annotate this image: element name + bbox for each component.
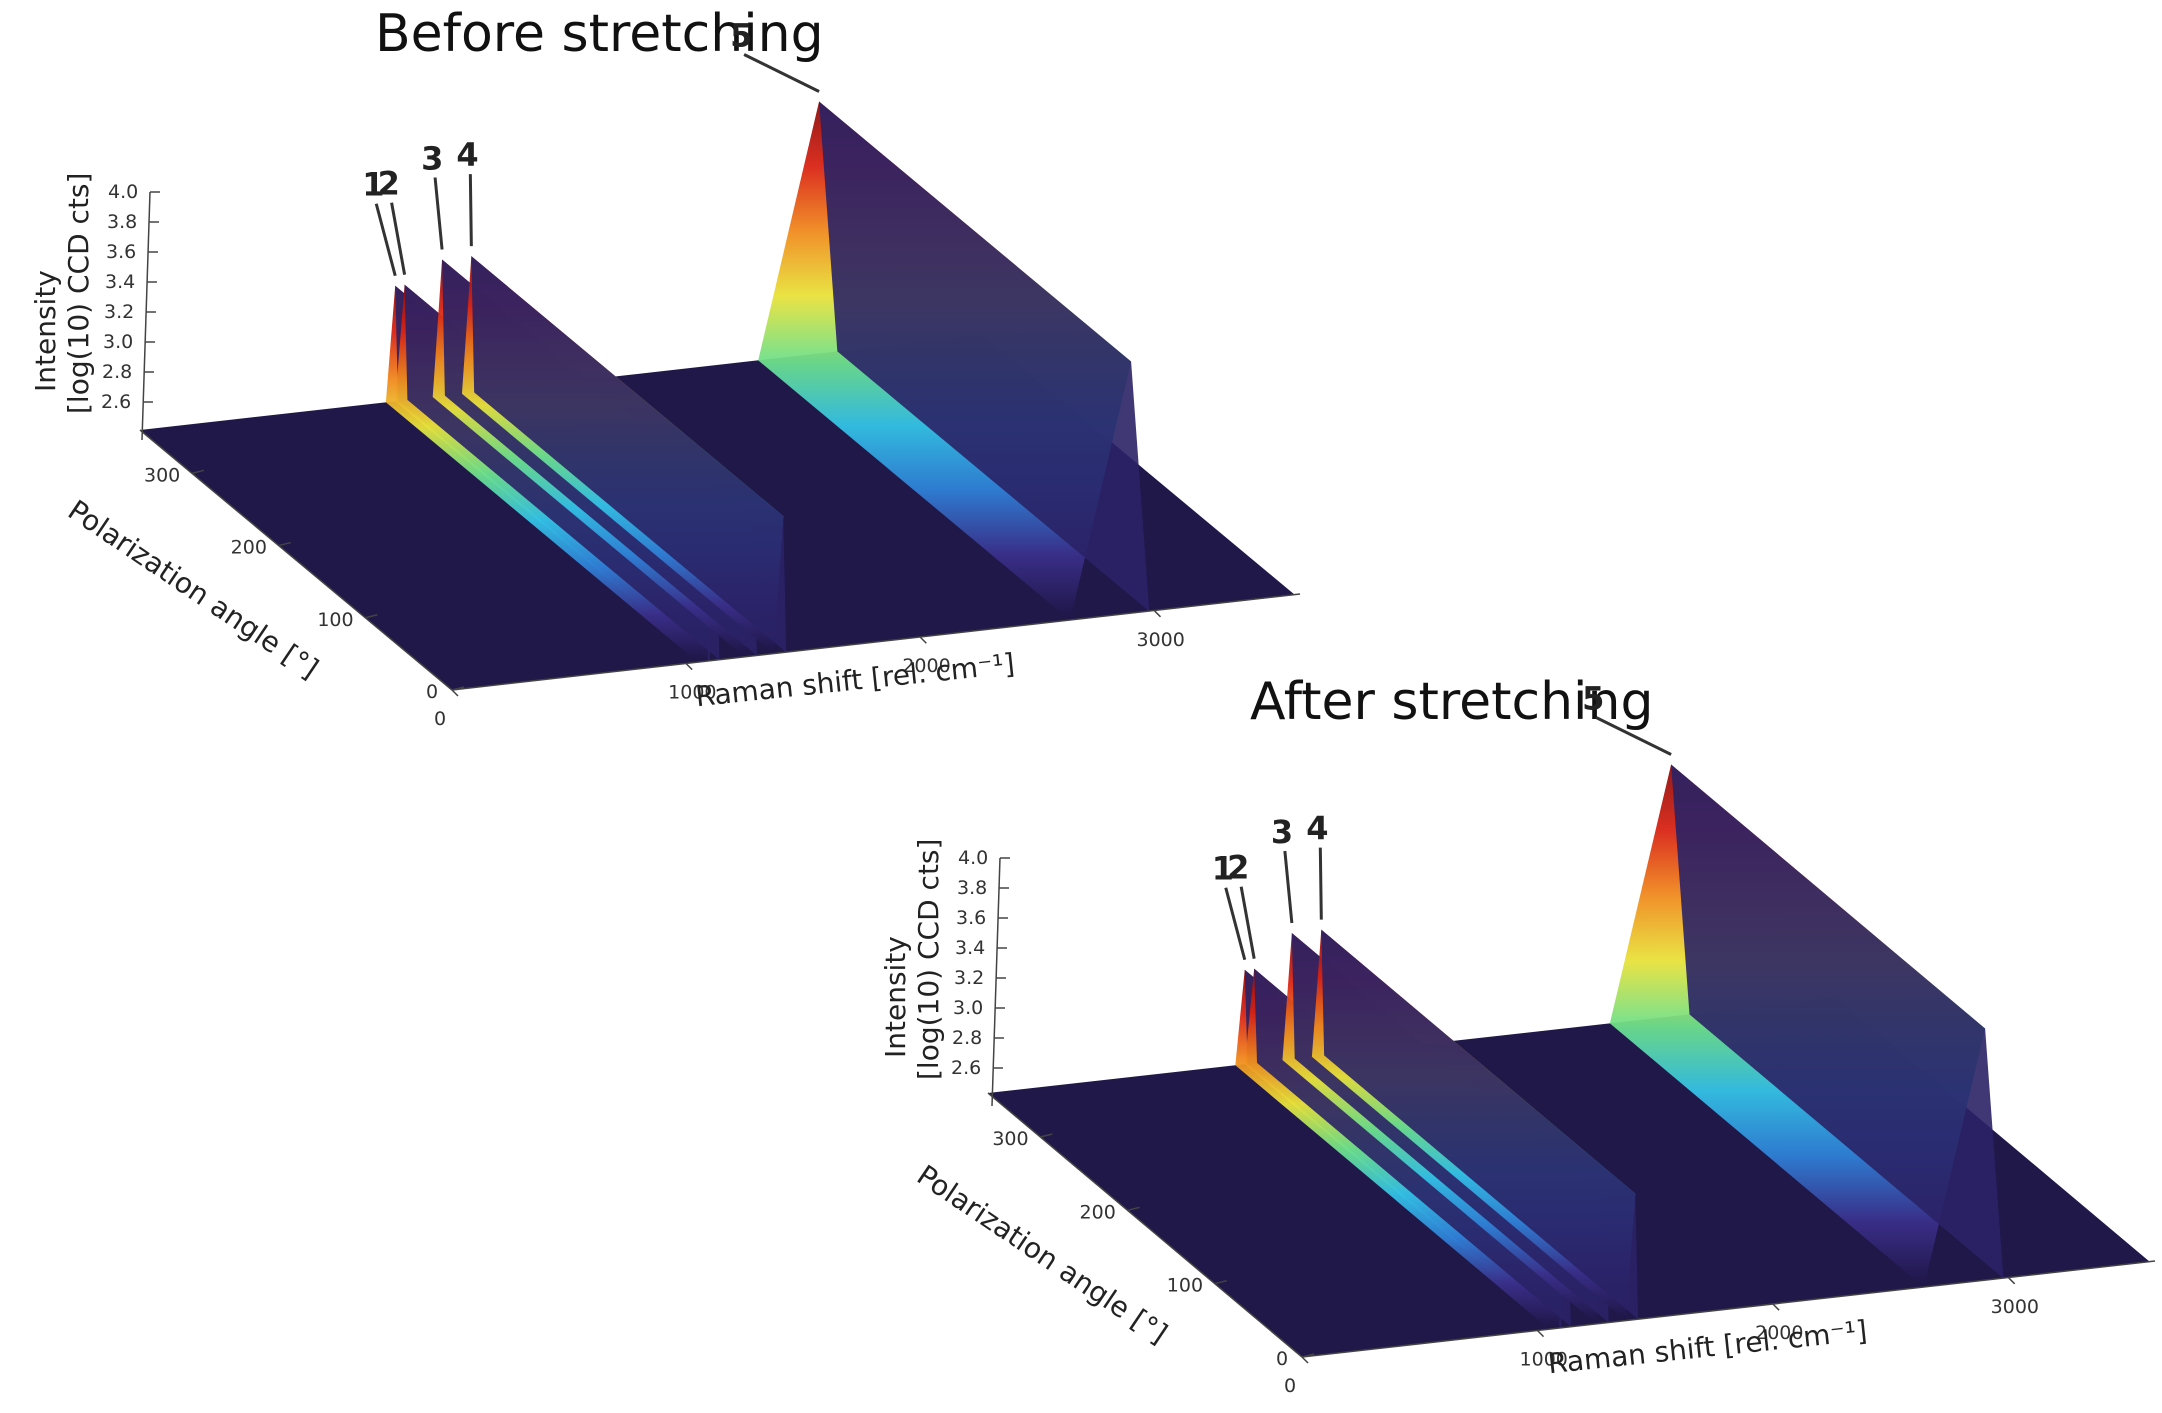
ridge-shade-5 [819,101,1150,612]
z-tick-label: 3.2 [954,967,984,989]
x-tick-mark [1537,1330,1545,1338]
annotation-label: 1 [362,166,384,204]
y-tick-label: 300 [992,1128,1028,1150]
y-tick-mark [1040,1133,1053,1138]
annotation-arrow [743,53,820,93]
annotation-arrow [374,203,397,277]
x-tick-label: 1000 [668,682,716,704]
x-axis-line [1301,1260,2156,1358]
annotation-arrow [390,202,407,275]
y-tick-mark [278,541,291,547]
y-tick-label: 200 [231,537,267,559]
ridge-shade-4 [1321,929,1639,1320]
z-axis-line [991,857,1001,1107]
y-tick-mark [1214,1279,1227,1285]
z-tick-label: 4.0 [108,181,138,203]
z-tick-label: 3.0 [103,331,133,353]
x-tick-mark [919,636,927,644]
x-tick-mark [1772,1303,1780,1311]
z-tick-label: 3.4 [105,271,135,293]
z-tick-label: 3.0 [953,997,983,1019]
x-tick-label: 0 [1284,1375,1296,1397]
annotation-label: 3 [421,139,443,177]
annotation-label: 5 [1582,679,1604,717]
ridge-shade-5 [1671,764,2004,1279]
z-tick-label: 2.8 [952,1027,982,1049]
annotation-label: 5 [730,16,752,54]
x-tick-label: 3000 [1991,1296,2039,1318]
annotation-arrow [1318,847,1323,920]
z-axis-label-units: [log(10) CCD cts] [912,839,945,1080]
x-tick-label: 2000 [902,655,950,677]
y-tick-mark [1127,1206,1140,1212]
annotation-label: 1 [1212,850,1234,888]
x-tick-mark [2008,1277,2016,1285]
z-axis-label: Intensity [879,936,912,1058]
chart-title: After stretching [1250,672,1654,732]
z-tick-label: 3.4 [955,937,985,959]
x-tick-label: 0 [434,708,446,730]
ridge-shade-4 [471,256,787,653]
x-tick-mark [451,689,459,697]
annotation-arrow [1239,886,1256,959]
annotation-arrow [433,177,444,250]
annotation-arrow [1283,850,1294,924]
z-tick-label: 2.6 [101,391,131,413]
z-tick-label: 2.6 [951,1057,981,1079]
annotation-label: 2 [378,165,400,203]
z-tick-label: 3.8 [957,877,987,899]
z-tick-label: 3.2 [104,301,134,323]
y-tick-label: 0 [1276,1348,1288,1370]
y-tick-label: 100 [1167,1275,1203,1297]
z-tick-label: 3.8 [107,211,137,233]
y-tick-label: 0 [426,681,438,703]
z-tick-label: 3.6 [956,907,986,929]
x-tick-label: 2000 [1755,1322,1803,1344]
z-axis-label: Intensity [29,270,62,392]
x-tick-label: 1000 [1520,1349,1568,1371]
y-tick-label: 200 [1080,1201,1116,1223]
x-tick-mark [1153,610,1162,618]
annotation-arrow [468,174,473,247]
y-tick-mark [451,686,465,691]
annotation-label: 4 [1306,810,1328,848]
y-tick-mark [191,469,205,475]
z-axis-line [141,191,151,441]
x-tick-mark [685,663,693,671]
annotation-arrow [1595,716,1672,756]
annotation-label: 4 [456,136,478,174]
annotation-arrow [1224,887,1247,961]
x-tick-label: 3000 [1137,629,1185,651]
annotation-label: 3 [1271,813,1293,851]
annotation-label: 2 [1227,849,1249,887]
y-tick-label: 100 [317,609,353,631]
z-tick-label: 4.0 [958,847,988,869]
x-axis-line [451,593,1301,691]
z-tick-label: 2.8 [102,361,132,383]
z-tick-label: 3.6 [106,241,136,263]
y-tick-mark [1301,1353,1315,1358]
x-tick-mark [1301,1356,1309,1364]
chart-title: Before stretching [375,4,824,64]
y-tick-mark [365,614,378,619]
y-tick-label: 300 [144,464,180,486]
z-axis-label-units: [log(10) CCD cts] [62,173,95,414]
